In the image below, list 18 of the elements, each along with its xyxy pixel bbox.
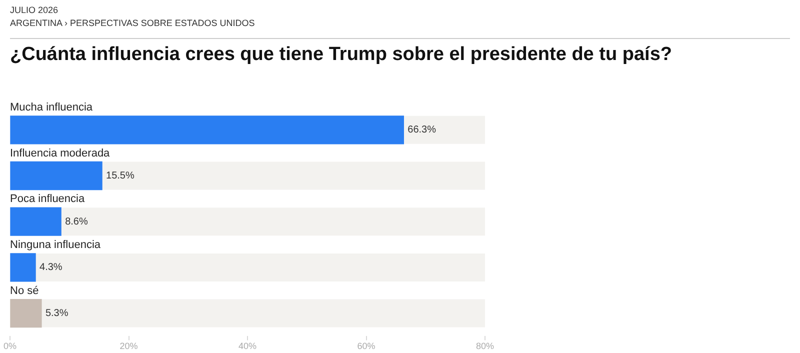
data-label: 8.6% (65, 216, 88, 228)
data-label: 5.3% (45, 308, 68, 320)
text: ARGENTINA › PERSPECTIVAS SOBRE ESTADOS UNIDOS (10, 17, 256, 30)
data-label: 66.3% (408, 124, 436, 136)
x-tick-label: 0% (3, 341, 17, 352)
y-tick-label: Poca influencia (10, 193, 86, 206)
data-label: 15.5% (106, 170, 134, 182)
y-tick-label: Ninguna influencia (10, 238, 102, 251)
y-tick-label: No sé (10, 284, 39, 297)
x-tick-label: 80% (476, 341, 494, 352)
data-label: 4.3% (40, 262, 62, 274)
x-tick-label: 40% (238, 341, 257, 352)
y-tick-label: Mucha influencia (10, 101, 94, 114)
chart-title: ¿Cuánta influencia crees que tiene Trump sobre el presidente de tu país? (10, 44, 672, 66)
x-tick-label: 60% (357, 341, 376, 352)
y-tick-label: Influencia moderada (10, 147, 111, 160)
text: JULIO 2026 (10, 4, 60, 17)
x-tick-label: 20% (120, 341, 138, 352)
